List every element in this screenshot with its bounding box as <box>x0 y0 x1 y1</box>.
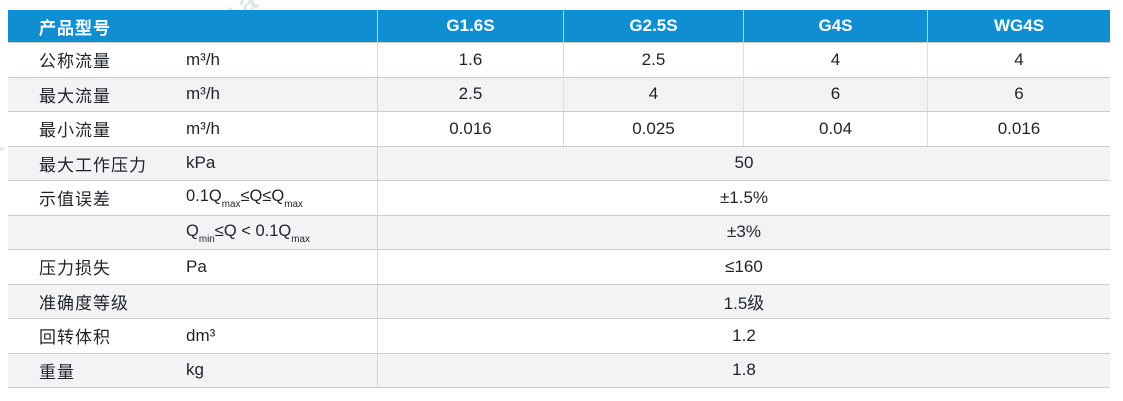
header-model-g16s: G1.6S <box>378 10 564 42</box>
header-product-model-label: 产品型号 <box>39 18 111 38</box>
cell-value: 1.6 <box>378 43 564 77</box>
row-unit: m³/h <box>186 84 220 104</box>
cell-value: 6 <box>744 77 928 111</box>
row-unit: m³/h <box>186 118 220 138</box>
table-row-weight: 重量 kg 1.8 <box>8 352 1110 387</box>
row-unit: kPa <box>186 153 216 173</box>
cell-value: 0.016 <box>997 118 1041 138</box>
row-label: 公称流量 <box>39 52 111 72</box>
row-label: 准确度等级 <box>39 293 129 313</box>
cell-merged-value: 1.8 <box>732 360 756 380</box>
header-model-wg4s: WG4S <box>993 16 1045 35</box>
header-model-g25s: G2.5S <box>564 10 744 42</box>
row-unit: kg <box>186 360 204 380</box>
table-row-cyclic-volume: 回转体积 dm³ 1.2 <box>8 318 1110 353</box>
table-row-max-flow: 最大流量 m³/h 2.5 4 6 6 <box>8 76 1110 111</box>
cell-merged-value: ±3% <box>727 222 761 242</box>
row-label: 重量 <box>39 362 75 382</box>
table-row-max-working-pressure: 最大工作压力 kPa 50 <box>8 145 1110 180</box>
cell-value: 6 <box>1014 84 1024 104</box>
cell-value: 4 <box>1014 49 1024 69</box>
row-unit: Pa <box>186 256 207 276</box>
row-unit: m³/h <box>186 49 220 69</box>
header-model-g4s: G4S <box>744 10 928 42</box>
cell-merged-value: 50 <box>734 153 754 173</box>
cell-value: 2.5 <box>378 77 564 111</box>
table-row-indication-error-lower: Qmin≤Q < 0.1Qmax ±3% <box>8 214 1110 249</box>
row-label: 回转体积 <box>39 328 111 348</box>
cell-value: 0.04 <box>744 112 928 146</box>
row-unit: dm³ <box>186 325 216 345</box>
cell-merged-value: 1.2 <box>732 325 756 345</box>
cell-merged-value: 1.5级 <box>723 293 765 313</box>
cell-value: 0.025 <box>564 112 744 146</box>
header-product-model: 产品型号 <box>8 10 378 42</box>
row-label: 最小流量 <box>39 121 111 141</box>
table-row-indication-error-upper: 示值误差 0.1Qmax≤Q≤Qmax ±1.5% <box>8 180 1110 215</box>
table-header-row: 产品型号 G1.6S G2.5S G4S WG4S <box>8 10 1110 42</box>
table-row-min-flow: 最小流量 m³/h 0.016 0.025 0.04 0.016 <box>8 111 1110 146</box>
table-row-accuracy-class: 准确度等级 1.5级 <box>8 283 1110 318</box>
cell-value: 2.5 <box>564 43 744 77</box>
cell-value: 4 <box>744 43 928 77</box>
cell-merged-value: ≤160 <box>725 256 763 276</box>
product-spec-table: 产品型号 G1.6S G2.5S G4S WG4S 公称流量 m³/h 1.6 … <box>8 10 1110 388</box>
row-condition-formula: Qmin≤Q < 0.1Qmax <box>186 221 310 245</box>
row-label: 示值误差 <box>39 190 111 210</box>
cell-value: 0.016 <box>378 112 564 146</box>
row-label: 最大工作压力 <box>39 155 147 175</box>
row-label: 最大流量 <box>39 86 111 106</box>
table-row-pressure-loss: 压力损失 Pa ≤160 <box>8 249 1110 284</box>
table-row-nominal-flow: 公称流量 m³/h 1.6 2.5 4 4 <box>8 42 1110 77</box>
cell-merged-value: ±1.5% <box>719 187 769 207</box>
cell-value: 4 <box>564 77 744 111</box>
row-label: 压力损失 <box>39 259 111 279</box>
row-condition-formula: 0.1Qmax≤Q≤Qmax <box>186 187 303 211</box>
